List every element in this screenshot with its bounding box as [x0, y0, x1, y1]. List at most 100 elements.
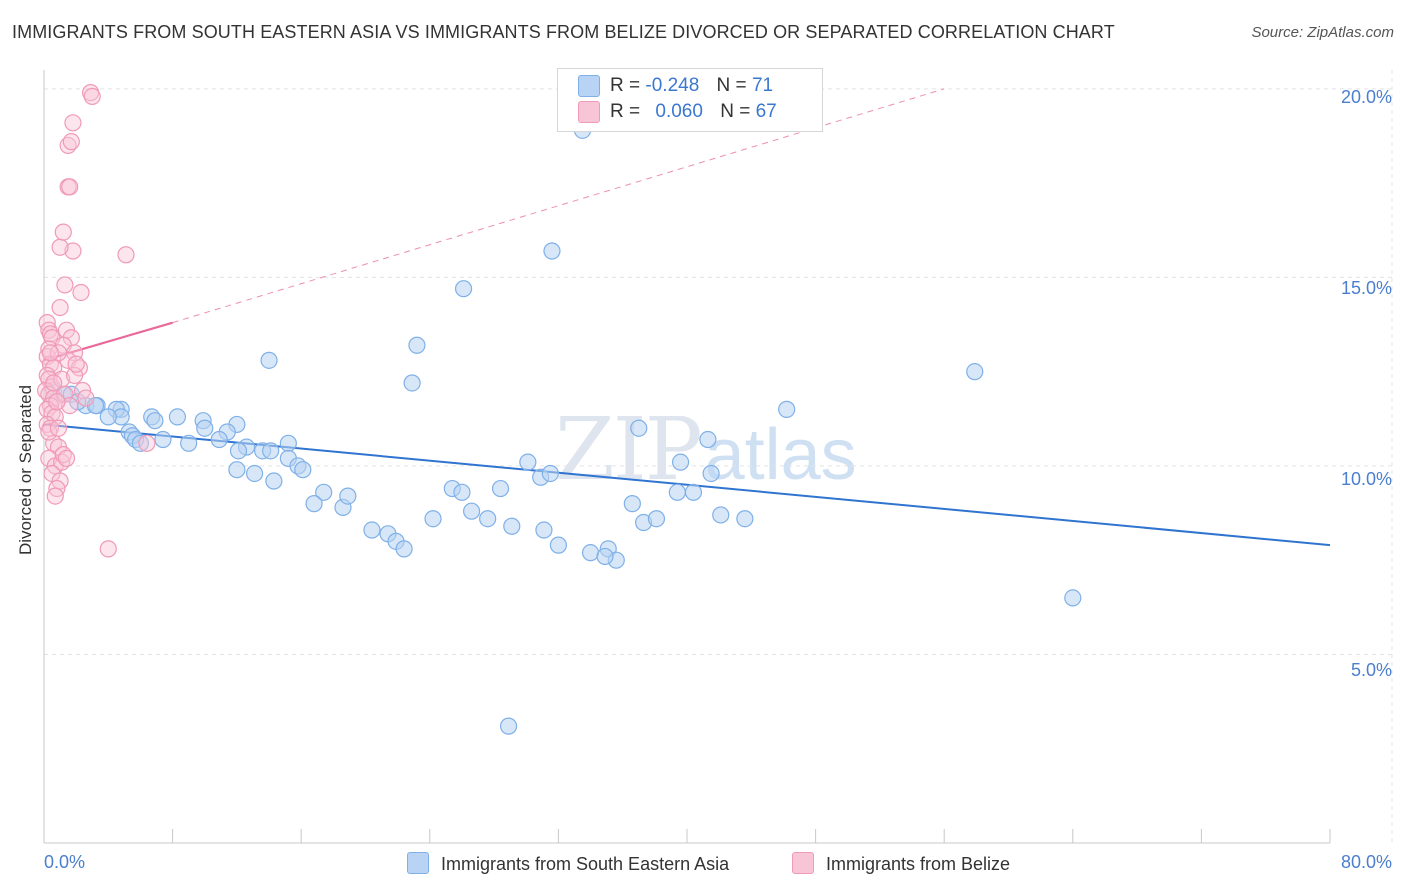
data-point-south-eastern-asia [491, 479, 510, 498]
data-point-south-eastern-asia [262, 442, 280, 460]
data-point-south-eastern-asia [146, 412, 164, 430]
data-point-south-eastern-asia [535, 521, 553, 539]
data-point-belize [138, 434, 156, 452]
y-tick-label-20: 20.0% [1340, 87, 1392, 107]
legend-n-label: N = [716, 75, 747, 97]
data-point-south-eastern-asia [279, 434, 297, 452]
grid-lines [44, 70, 1393, 843]
data-point-south-eastern-asia [623, 495, 641, 513]
data-point-south-eastern-asia [462, 502, 481, 520]
legend-swatch-blue [578, 75, 600, 97]
data-point-south-eastern-asia [403, 374, 421, 392]
legend-item-south-eastern-asia: Immigrants from South Eastern Asia [407, 852, 729, 875]
data-point-belize [72, 283, 90, 302]
watermark-atlas: atlas [704, 415, 857, 495]
data-point-south-eastern-asia [69, 393, 87, 411]
data-point-south-eastern-asia [180, 434, 198, 452]
data-point-south-eastern-asia [229, 442, 248, 460]
legend-swatch-pink [792, 852, 814, 874]
legend-row-south-eastern-asia: R = -0.248 N = 71 [578, 75, 773, 99]
data-point-south-eastern-asia [671, 453, 690, 471]
legend-swatch-blue [407, 852, 429, 874]
data-point-belize [57, 449, 76, 467]
data-point-south-eastern-asia [453, 483, 471, 501]
data-point-south-eastern-asia [778, 400, 796, 418]
legend-r-value-2: 0.060 [655, 101, 703, 123]
data-point-south-eastern-asia [395, 540, 413, 558]
data-point-south-eastern-asia [131, 434, 150, 452]
data-point-south-eastern-asia [363, 521, 381, 539]
data-point-south-eastern-asia [647, 510, 666, 528]
legend-swatch-pink [578, 101, 600, 123]
data-point-belize [117, 246, 135, 264]
data-point-belize [51, 238, 69, 256]
data-point-south-eastern-asia [596, 547, 614, 566]
y-tick-label-10: 10.0% [1340, 469, 1392, 489]
data-point-south-eastern-asia [260, 351, 278, 369]
data-point-belize [62, 133, 80, 151]
data-point-south-eastern-asia [699, 430, 717, 449]
data-point-belize [83, 87, 101, 105]
data-point-south-eastern-asia [305, 495, 323, 513]
data-point-belize [41, 344, 60, 362]
legend-row-belize: R = 0.060 N = 67 [578, 101, 777, 125]
data-point-south-eastern-asia [712, 506, 730, 524]
series-belize-points [37, 84, 156, 558]
data-point-belize [51, 298, 69, 317]
legend-n-value-1: 71 [751, 75, 774, 97]
data-point-south-eastern-asia [265, 472, 283, 490]
legend-r-label: R = [610, 101, 641, 123]
data-point-belize [53, 370, 71, 388]
data-point-south-eastern-asia [339, 487, 357, 505]
data-point-south-eastern-asia [630, 419, 648, 437]
legend-n-value-2: 67 [755, 101, 777, 123]
data-point-belize [61, 178, 79, 196]
data-point-south-eastern-asia [424, 510, 442, 528]
data-point-belize [46, 487, 64, 505]
y-axis-label: Divorced or Separated [16, 384, 35, 555]
x-tick-label-min: 0.0% [44, 852, 86, 872]
legend-label-south-eastern-asia: Immigrants from South Eastern Asia [441, 854, 730, 874]
data-point-south-eastern-asia [1064, 589, 1082, 607]
data-point-south-eastern-asia [294, 461, 312, 479]
legend-r-value-1: -0.248 [645, 75, 700, 97]
data-point-south-eastern-asia [454, 280, 473, 298]
data-point-south-eastern-asia [210, 430, 228, 449]
data-point-south-eastern-asia [99, 408, 117, 426]
data-point-south-eastern-asia [315, 483, 333, 501]
data-point-belize [49, 419, 68, 437]
data-point-south-eastern-asia [668, 483, 686, 501]
data-point-south-eastern-asia [154, 430, 172, 449]
data-point-belize [64, 114, 82, 132]
trend-line-belize [43, 321, 173, 362]
legend-r-label: R = [610, 75, 641, 97]
data-point-belize [67, 355, 85, 373]
data-point-south-eastern-asia [581, 544, 600, 562]
correlation-legend: R = -0.248 N = 71 R = 0.060 N = 67 [557, 68, 823, 132]
data-point-belize [54, 223, 72, 241]
data-point-belize [40, 423, 58, 441]
data-point-south-eastern-asia [245, 464, 264, 483]
data-point-south-eastern-asia [228, 461, 246, 479]
data-point-south-eastern-asia [543, 242, 561, 260]
data-point-south-eastern-asia [966, 363, 984, 381]
source-label: Source: ZipAtlas.com [1251, 24, 1394, 41]
axes [43, 70, 1331, 844]
data-point-south-eastern-asia [684, 483, 703, 501]
data-point-south-eastern-asia [702, 464, 720, 483]
series-south-eastern-asia-points [45, 121, 1082, 735]
data-point-belize [45, 374, 63, 392]
data-point-belize [56, 276, 74, 294]
data-point-belize [64, 242, 82, 260]
data-point-belize [48, 393, 66, 411]
legend-n-label: N = [720, 101, 751, 123]
data-point-south-eastern-asia [408, 336, 426, 354]
y-tick-label-5: 5.0% [1350, 660, 1392, 680]
legend-item-belize: Immigrants from Belize [792, 852, 1010, 875]
data-point-south-eastern-asia [168, 408, 187, 426]
data-point-south-eastern-asia [541, 464, 559, 483]
data-point-south-eastern-asia [196, 419, 214, 437]
x-tick-label-max: 80.0% [1340, 852, 1392, 872]
data-point-south-eastern-asia [499, 717, 518, 735]
